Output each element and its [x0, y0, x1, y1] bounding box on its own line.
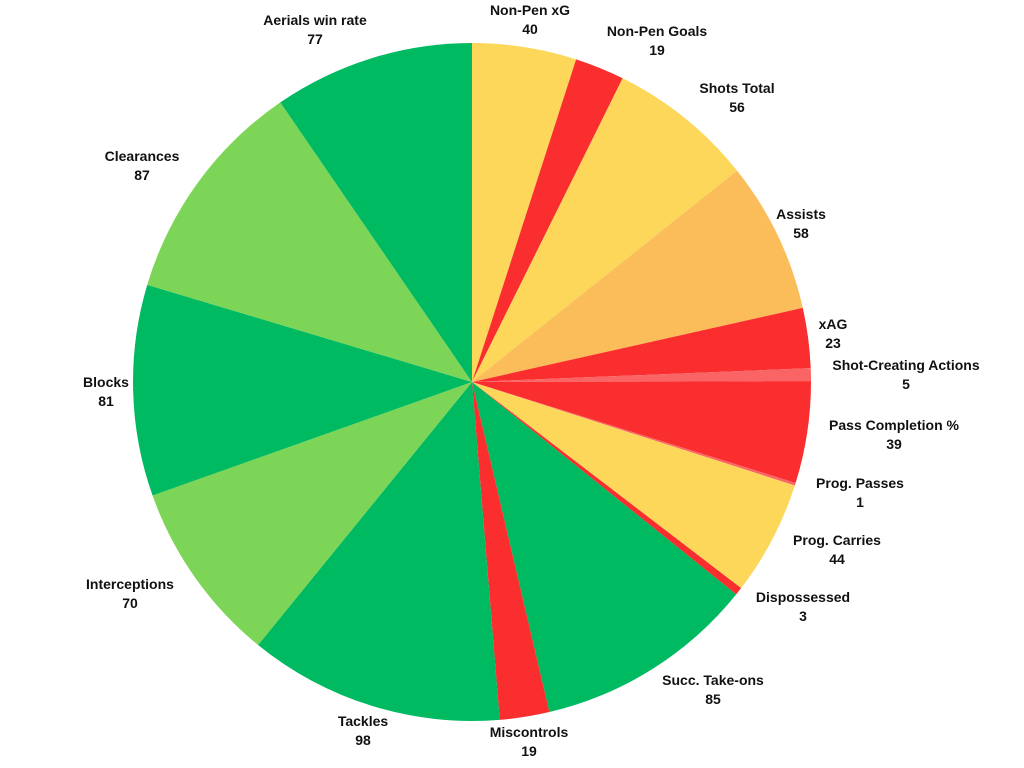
slice-value: 44: [829, 551, 845, 567]
slice-label-assists: Assists 58: [776, 205, 826, 243]
slice-label-shot-creating-actions: Shot-Creating Actions 5: [832, 356, 979, 394]
slice-label-interceptions: Interceptions 70: [86, 575, 174, 613]
slice-value: 40: [522, 21, 538, 37]
slice-name: Aerials win rate: [263, 12, 367, 28]
slice-name: Shots Total: [699, 80, 775, 96]
pie-slice-0-non-pen-xg: [472, 43, 577, 382]
slice-value: 19: [521, 743, 537, 759]
slice-label-tackles: Tackles 98: [338, 712, 388, 750]
pie-slice-15-clearances: [147, 102, 473, 383]
slice-name: Succ. Take-ons: [662, 672, 764, 688]
pie-slice-1-non-pen-goals: [472, 59, 623, 382]
pie-slice-16-aerials-win-rate: [280, 43, 472, 382]
slice-value: 81: [98, 393, 114, 409]
pie-slice-7-prog-passes: [472, 382, 796, 486]
slice-name: Assists: [776, 206, 826, 222]
slice-name: Tackles: [337, 713, 389, 729]
slice-name: Non-Pen xG: [489, 2, 571, 18]
slice-name: Non-Pen Goals: [606, 23, 708, 39]
slice-value: 3: [799, 608, 807, 624]
slice-label-xag: xAG 23: [819, 315, 848, 353]
slice-value: 77: [307, 31, 323, 47]
slice-label-pass-completion: Pass Completion % 39: [829, 416, 959, 454]
slice-label-succ-take-ons: Succ. Take-ons 85: [662, 671, 764, 709]
pie-slice-5-shot-creating-actions: [472, 368, 811, 382]
slice-label-non-pen-goals: Non-Pen Goals 19: [607, 22, 707, 60]
pie-slice-13-interceptions: [152, 382, 472, 645]
slice-name: xAG: [818, 316, 848, 332]
pie-slice-2-shots-total: [472, 78, 738, 382]
slice-name: Prog. Carries: [793, 532, 881, 548]
pie-slice-10-succ-take-ons: [472, 382, 737, 713]
slice-label-dispossessed: Dispossessed 3: [756, 588, 850, 626]
pie-slice-12-tackles: [258, 382, 500, 721]
slice-label-prog-carries: Prog. Carries 44: [793, 531, 881, 569]
slice-name: Dispossessed: [755, 589, 851, 605]
slice-value: 85: [705, 691, 721, 707]
pie-slice-6-pass-completion: [472, 381, 812, 483]
slice-name: Clearances: [104, 148, 180, 164]
slice-value: 5: [902, 376, 910, 392]
slice-name: Shot-Creating Actions: [832, 357, 980, 373]
slice-value: 39: [886, 436, 902, 452]
pie-slice-14-blocks: [133, 284, 472, 496]
slice-name: Pass Completion %: [829, 417, 959, 433]
slice-name: Prog. Passes: [816, 475, 904, 491]
slice-name: Miscontrols: [489, 724, 569, 740]
slice-value: 70: [122, 595, 138, 611]
slice-label-non-pen-xg: Non-Pen xG 40: [490, 1, 570, 39]
pie-slice-3-assists: [472, 170, 803, 382]
pie-slice-8-prog-carries: [472, 382, 795, 589]
slice-value: 56: [729, 99, 745, 115]
slice-value: 58: [793, 225, 809, 241]
slice-value: 98: [355, 732, 371, 748]
slice-value: 1: [856, 494, 864, 510]
slice-label-prog-passes: Prog. Passes 1: [816, 474, 904, 512]
slice-label-blocks: Blocks 81: [83, 373, 129, 411]
slice-name: Blocks: [83, 374, 129, 390]
slice-label-aerials-win-rate: Aerials win rate 77: [263, 11, 367, 49]
slice-label-shots-total: Shots Total 56: [699, 79, 774, 117]
pie-slice-11-miscontrols: [472, 382, 550, 720]
slice-value: 19: [649, 42, 665, 58]
slice-label-miscontrols: Miscontrols 19: [490, 723, 569, 761]
slice-name: Interceptions: [86, 576, 174, 592]
slice-label-clearances: Clearances 87: [105, 147, 180, 185]
slice-value: 87: [134, 167, 150, 183]
pie-slice-4-xag: [472, 307, 811, 382]
slice-value: 23: [825, 335, 841, 351]
pie-slice-9-dispossessed: [472, 382, 742, 595]
